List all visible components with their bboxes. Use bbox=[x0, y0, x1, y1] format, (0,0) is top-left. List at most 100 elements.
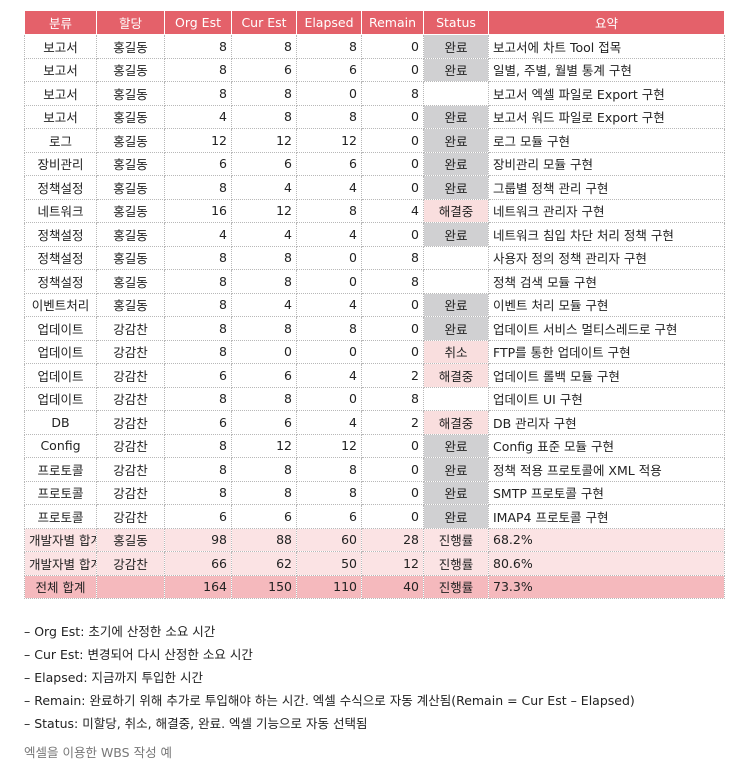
status-cell: 완료 bbox=[423, 128, 489, 153]
table-row: 프로토콜 강감찬 8 8 8 0 완료 정책 적용 프로토콜에 XML 적용 bbox=[24, 457, 725, 482]
assignee-cell: 강감찬 bbox=[96, 386, 165, 411]
subtotal-row: 개발자별 합계 홍길동 98 88 60 28 진행률 68.2% bbox=[24, 527, 725, 552]
org-est-cell: 98 bbox=[164, 527, 232, 552]
category-cell: 정책설정 bbox=[24, 245, 97, 270]
elapsed-cell: 8 bbox=[296, 457, 362, 482]
assignee-cell: 강감찬 bbox=[96, 339, 165, 364]
elapsed-cell: 0 bbox=[296, 269, 362, 294]
legend-notes: – Org Est: 초기에 산정한 소요 시간 – Cur Est: 변경되어 … bbox=[24, 620, 635, 735]
assignee-cell: 강감찬 bbox=[96, 316, 165, 341]
status-cell: 완료 bbox=[423, 34, 489, 59]
org-est-cell: 8 bbox=[164, 292, 232, 317]
remain-cell: 0 bbox=[361, 433, 424, 458]
table-body: 보고서 홍길동 8 8 8 0 완료 보고서에 차트 Tool 접목 보고서 홍길동 8 6 6 0 완료 일… bbox=[24, 34, 725, 599]
status-cell: 진행률 bbox=[423, 574, 489, 599]
status-cell: 완료 bbox=[423, 175, 489, 200]
cur-est-cell: 8 bbox=[231, 269, 297, 294]
category-cell: 정책설정 bbox=[24, 222, 97, 247]
assignee-cell: 홍길동 bbox=[96, 292, 165, 317]
org-est-cell: 164 bbox=[164, 574, 232, 599]
org-est-cell: 8 bbox=[164, 457, 232, 482]
assignee-cell: 강감찬 bbox=[96, 410, 165, 435]
category-cell: 정책설정 bbox=[24, 269, 97, 294]
elapsed-cell: 8 bbox=[296, 316, 362, 341]
status-cell bbox=[423, 386, 489, 411]
table-row: 이벤트처리 홍길동 8 4 4 0 완료 이벤트 처리 모듈 구현 bbox=[24, 292, 725, 317]
cur-est-cell: 8 bbox=[231, 480, 297, 505]
elapsed-cell: 12 bbox=[296, 128, 362, 153]
elapsed-cell: 6 bbox=[296, 151, 362, 176]
table-row: 업데이트 강감찬 8 8 8 0 완료 업데이트 서비스 멀티스레드로 구현 bbox=[24, 316, 725, 341]
table-row: 장비관리 홍길동 6 6 6 0 완료 장비관리 모듈 구현 bbox=[24, 151, 725, 176]
table-row: 보고서 홍길동 8 8 8 0 완료 보고서에 차트 Tool 접목 bbox=[24, 34, 725, 59]
assignee-cell: 홍길동 bbox=[96, 104, 165, 129]
note-line: – Cur Est: 변경되어 다시 산정한 소요 시간 bbox=[24, 647, 253, 662]
figure-caption: 엑셀을 이용한 WBS 작성 예 bbox=[24, 745, 173, 760]
remain-cell: 8 bbox=[361, 386, 424, 411]
summary-cell: SMTP 프로토콜 구현 bbox=[488, 480, 725, 505]
column-header: Status bbox=[423, 10, 489, 35]
remain-cell: 0 bbox=[361, 222, 424, 247]
remain-cell: 8 bbox=[361, 81, 424, 106]
assignee-cell: 강감찬 bbox=[96, 433, 165, 458]
cur-est-cell: 6 bbox=[231, 410, 297, 435]
org-est-cell: 8 bbox=[164, 57, 232, 82]
table-row: 업데이트 강감찬 6 6 4 2 해결중 업데이트 롤백 모듈 구현 bbox=[24, 363, 725, 388]
status-cell: 완료 bbox=[423, 222, 489, 247]
table-row: 정책설정 홍길동 8 8 0 8 정책 검색 모듈 구현 bbox=[24, 269, 725, 294]
assignee-cell: 홍길동 bbox=[96, 175, 165, 200]
column-header: 요약 bbox=[488, 10, 725, 35]
table-row: 업데이트 강감찬 8 0 0 0 취소 FTP를 통한 업데이트 구현 bbox=[24, 339, 725, 364]
table-row: 보고서 홍길동 4 8 8 0 완료 보고서 워드 파일로 Export 구현 bbox=[24, 104, 725, 129]
summary-cell: 사용자 정의 정책 관리자 구현 bbox=[488, 245, 725, 270]
elapsed-cell: 12 bbox=[296, 433, 362, 458]
status-cell: 진행률 bbox=[423, 551, 489, 576]
elapsed-cell: 8 bbox=[296, 198, 362, 223]
remain-cell: 2 bbox=[361, 363, 424, 388]
org-est-cell: 8 bbox=[164, 433, 232, 458]
elapsed-cell: 8 bbox=[296, 34, 362, 59]
note-line: – Org Est: 초기에 산정한 소요 시간 bbox=[24, 624, 216, 639]
status-cell bbox=[423, 81, 489, 106]
category-cell: 프로토콜 bbox=[24, 480, 97, 505]
table-header-row: 분류 할당 Org Est Cur Est Elapsed Remain Status 요약 bbox=[24, 10, 725, 35]
org-est-cell: 4 bbox=[164, 222, 232, 247]
table-row: 프로토콜 강감찬 8 8 8 0 완료 SMTP 프로토콜 구현 bbox=[24, 480, 725, 505]
status-cell: 완료 bbox=[423, 457, 489, 482]
column-header: 할당 bbox=[96, 10, 165, 35]
remain-cell: 0 bbox=[361, 57, 424, 82]
category-cell: 보고서 bbox=[24, 34, 97, 59]
remain-cell: 8 bbox=[361, 269, 424, 294]
note-line: – Remain: 완료하기 위해 추가로 투입해야 하는 시간. 엑셀 수식으… bbox=[24, 693, 635, 708]
remain-cell: 0 bbox=[361, 104, 424, 129]
remain-cell: 0 bbox=[361, 339, 424, 364]
summary-cell: 정책 적용 프로토콜에 XML 적용 bbox=[488, 457, 725, 482]
elapsed-cell: 0 bbox=[296, 245, 362, 270]
remain-cell: 0 bbox=[361, 151, 424, 176]
cur-est-cell: 8 bbox=[231, 104, 297, 129]
org-est-cell: 6 bbox=[164, 363, 232, 388]
status-cell: 완료 bbox=[423, 480, 489, 505]
elapsed-cell: 4 bbox=[296, 175, 362, 200]
summary-cell: 80.6% bbox=[488, 551, 725, 576]
cur-est-cell: 6 bbox=[231, 363, 297, 388]
org-est-cell: 6 bbox=[164, 151, 232, 176]
category-cell: 네트워크 bbox=[24, 198, 97, 223]
category-cell: 업데이트 bbox=[24, 339, 97, 364]
elapsed-cell: 4 bbox=[296, 410, 362, 435]
remain-cell: 0 bbox=[361, 457, 424, 482]
cur-est-cell: 6 bbox=[231, 504, 297, 529]
status-cell: 완료 bbox=[423, 292, 489, 317]
summary-cell: IMAP4 프로토콜 구현 bbox=[488, 504, 725, 529]
subtotal-row: 개발자별 합계 강감찬 66 62 50 12 진행률 80.6% bbox=[24, 551, 725, 576]
status-cell: 해결중 bbox=[423, 363, 489, 388]
remain-cell: 0 bbox=[361, 292, 424, 317]
table-row: 로그 홍길동 12 12 12 0 완료 로그 모듈 구현 bbox=[24, 128, 725, 153]
note-line: – Elapsed: 지금까지 투입한 시간 bbox=[24, 670, 203, 685]
cur-est-cell: 62 bbox=[231, 551, 297, 576]
org-est-cell: 8 bbox=[164, 175, 232, 200]
column-header: Org Est bbox=[164, 10, 232, 35]
cur-est-cell: 6 bbox=[231, 151, 297, 176]
category-cell: 업데이트 bbox=[24, 363, 97, 388]
summary-cell: 로그 모듈 구현 bbox=[488, 128, 725, 153]
